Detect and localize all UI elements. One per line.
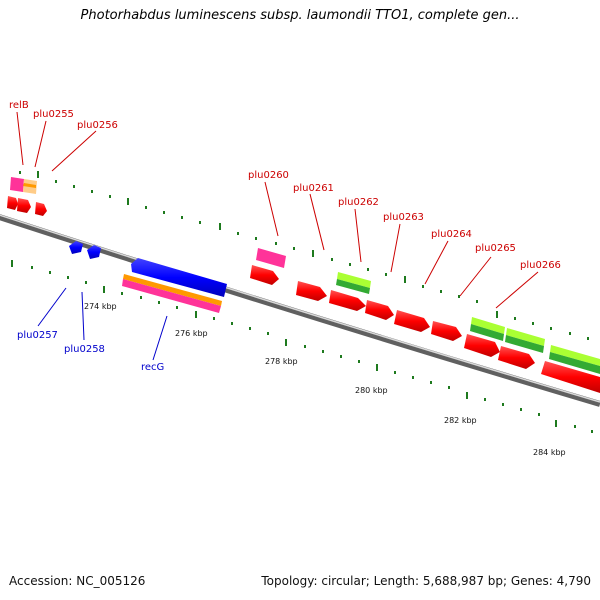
gene-plu0258[interactable]: [87, 245, 101, 259]
gene-plu0257[interactable]: [69, 241, 83, 254]
axis-label-284: 284 kbp: [533, 448, 566, 457]
label-plu0263[interactable]: plu0263: [383, 212, 424, 223]
label-plu0264[interactable]: plu0264: [431, 229, 472, 240]
label-plu0261[interactable]: plu0261: [293, 183, 334, 194]
label-relB[interactable]: relB: [9, 100, 29, 111]
axis-label-278: 278 kbp: [265, 357, 298, 366]
gene-orange-bar[interactable]: [123, 274, 222, 306]
gene-recG[interactable]: [131, 258, 227, 297]
label-plu0257[interactable]: plu0257: [17, 330, 58, 341]
label-plu0265[interactable]: plu0265: [475, 243, 516, 254]
gene-plu0265[interactable]: [470, 317, 545, 353]
accession-text: Accession: NC_005126: [9, 574, 146, 588]
label-plu0260[interactable]: plu0260: [248, 170, 289, 181]
genome-summary-text: Topology: circular; Length: 5,688,987 bp…: [261, 574, 591, 588]
gene-plu0266[interactable]: [549, 345, 600, 374]
label-plu0262[interactable]: plu0262: [338, 197, 379, 208]
gene-relB[interactable]: [10, 177, 37, 194]
axis-label-282: 282 kbp: [444, 416, 477, 425]
callout-lines-red: [16, 111, 539, 309]
inner-tick-track: [11, 260, 593, 433]
label-plu0266[interactable]: plu0266: [520, 260, 561, 271]
label-plu0255[interactable]: plu0255: [33, 109, 74, 120]
gene-plu0262[interactable]: [336, 272, 371, 294]
label-recG[interactable]: recG: [141, 362, 164, 373]
label-plu0256[interactable]: plu0256: [77, 120, 118, 131]
outer-tick-track: [19, 171, 589, 340]
gene-cluster-left-red[interactable]: [7, 196, 47, 216]
gene-plu0260[interactable]: [256, 248, 286, 268]
label-plu0258[interactable]: plu0258: [64, 344, 105, 355]
axis-label-274: 274 kbp: [84, 302, 117, 311]
axis-label-276: 276 kbp: [175, 329, 208, 338]
gene-track-red[interactable]: [296, 281, 600, 393]
map-title: Photorhabdus luminescens subsp. laumondi…: [80, 8, 520, 23]
gene-pink-bar[interactable]: [122, 279, 221, 313]
axis-label-280: 280 kbp: [355, 386, 388, 395]
gene-plu0260-red[interactable]: [250, 265, 279, 285]
callout-lines-blue: [37, 287, 168, 361]
